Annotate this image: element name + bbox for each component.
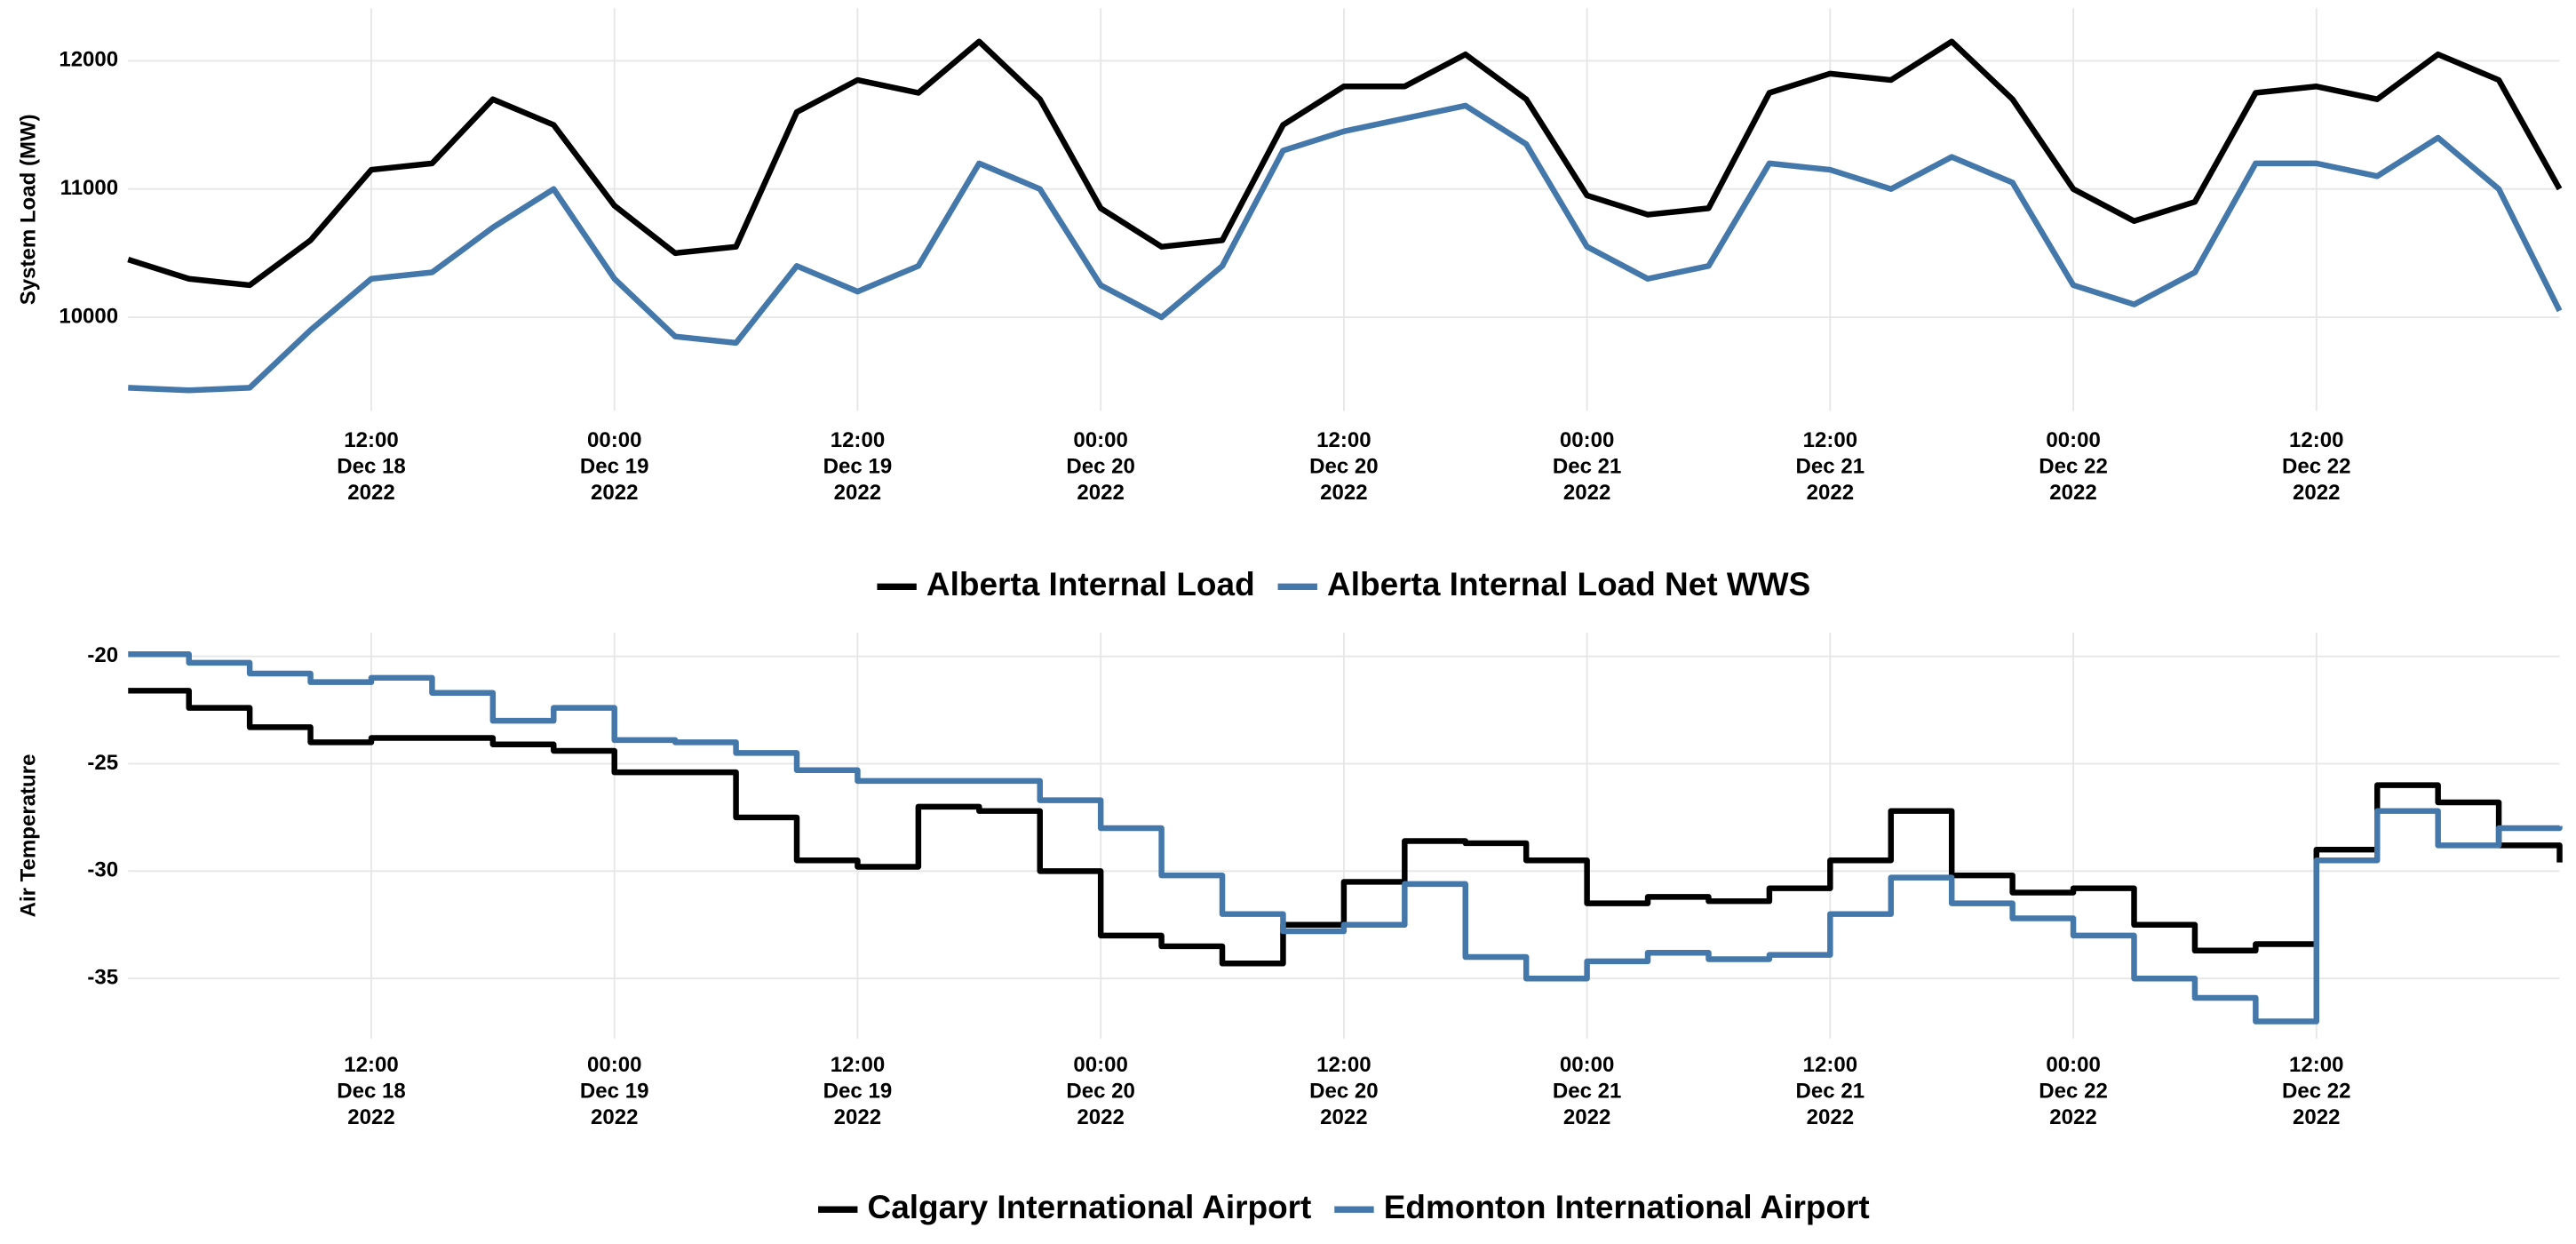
x-tick-label: 12:00 Dec 20 2022 <box>1309 1051 1379 1129</box>
x-tick-label: 12:00 Dec 21 2022 <box>1795 427 1865 505</box>
x-tick-label: 12:00 Dec 19 2022 <box>823 1051 893 1129</box>
x-tick-label: 00:00 Dec 19 2022 <box>579 427 649 505</box>
x-tick-label: 00:00 Dec 20 2022 <box>1066 1051 1135 1129</box>
x-tick-label: 12:00 Dec 20 2022 <box>1309 427 1379 505</box>
legend-label: Edmonton International Airport <box>1384 1189 1870 1225</box>
x-tick-label: 00:00 Dec 22 2022 <box>2039 1051 2108 1129</box>
y-tick-label: -25 <box>87 751 118 775</box>
y-tick-label: -20 <box>87 643 118 667</box>
x-tick-label: 00:00 Dec 21 2022 <box>1552 427 1622 505</box>
x-tick-label: 12:00 Dec 22 2022 <box>2282 1051 2351 1129</box>
series-line <box>128 650 2563 1025</box>
y-axis-label: System Load (MW) <box>17 114 41 305</box>
series-line <box>128 102 2563 394</box>
legend-label: Calgary International Airport <box>868 1189 1312 1225</box>
x-tick-label: 00:00 Dec 21 2022 <box>1552 1051 1622 1129</box>
series-line <box>127 38 2563 289</box>
legend-label: Alberta Internal Load Net WWS <box>1327 566 1810 602</box>
x-tick-label: 12:00 Dec 18 2022 <box>337 1051 406 1129</box>
legend-label: Alberta Internal Load <box>926 566 1255 602</box>
y-tick-label: 10000 <box>59 304 118 328</box>
x-tick-label: 00:00 Dec 20 2022 <box>1066 427 1135 505</box>
x-tick-label: 12:00 Dec 18 2022 <box>337 427 406 505</box>
x-tick-label: 12:00 Dec 19 2022 <box>823 427 893 505</box>
x-tick-label: 12:00 Dec 22 2022 <box>2282 427 2351 505</box>
y-tick-label: -30 <box>87 858 118 882</box>
x-tick-label: 12:00 Dec 21 2022 <box>1795 1051 1865 1129</box>
x-tick-label: 00:00 Dec 22 2022 <box>2039 427 2108 505</box>
y-tick-label: -35 <box>87 966 118 990</box>
y-axis-label: Air Temperature <box>17 754 41 918</box>
y-tick-label: 11000 <box>60 176 119 200</box>
y-tick-label: 12000 <box>59 48 118 72</box>
x-tick-label: 00:00 Dec 19 2022 <box>579 1051 649 1129</box>
